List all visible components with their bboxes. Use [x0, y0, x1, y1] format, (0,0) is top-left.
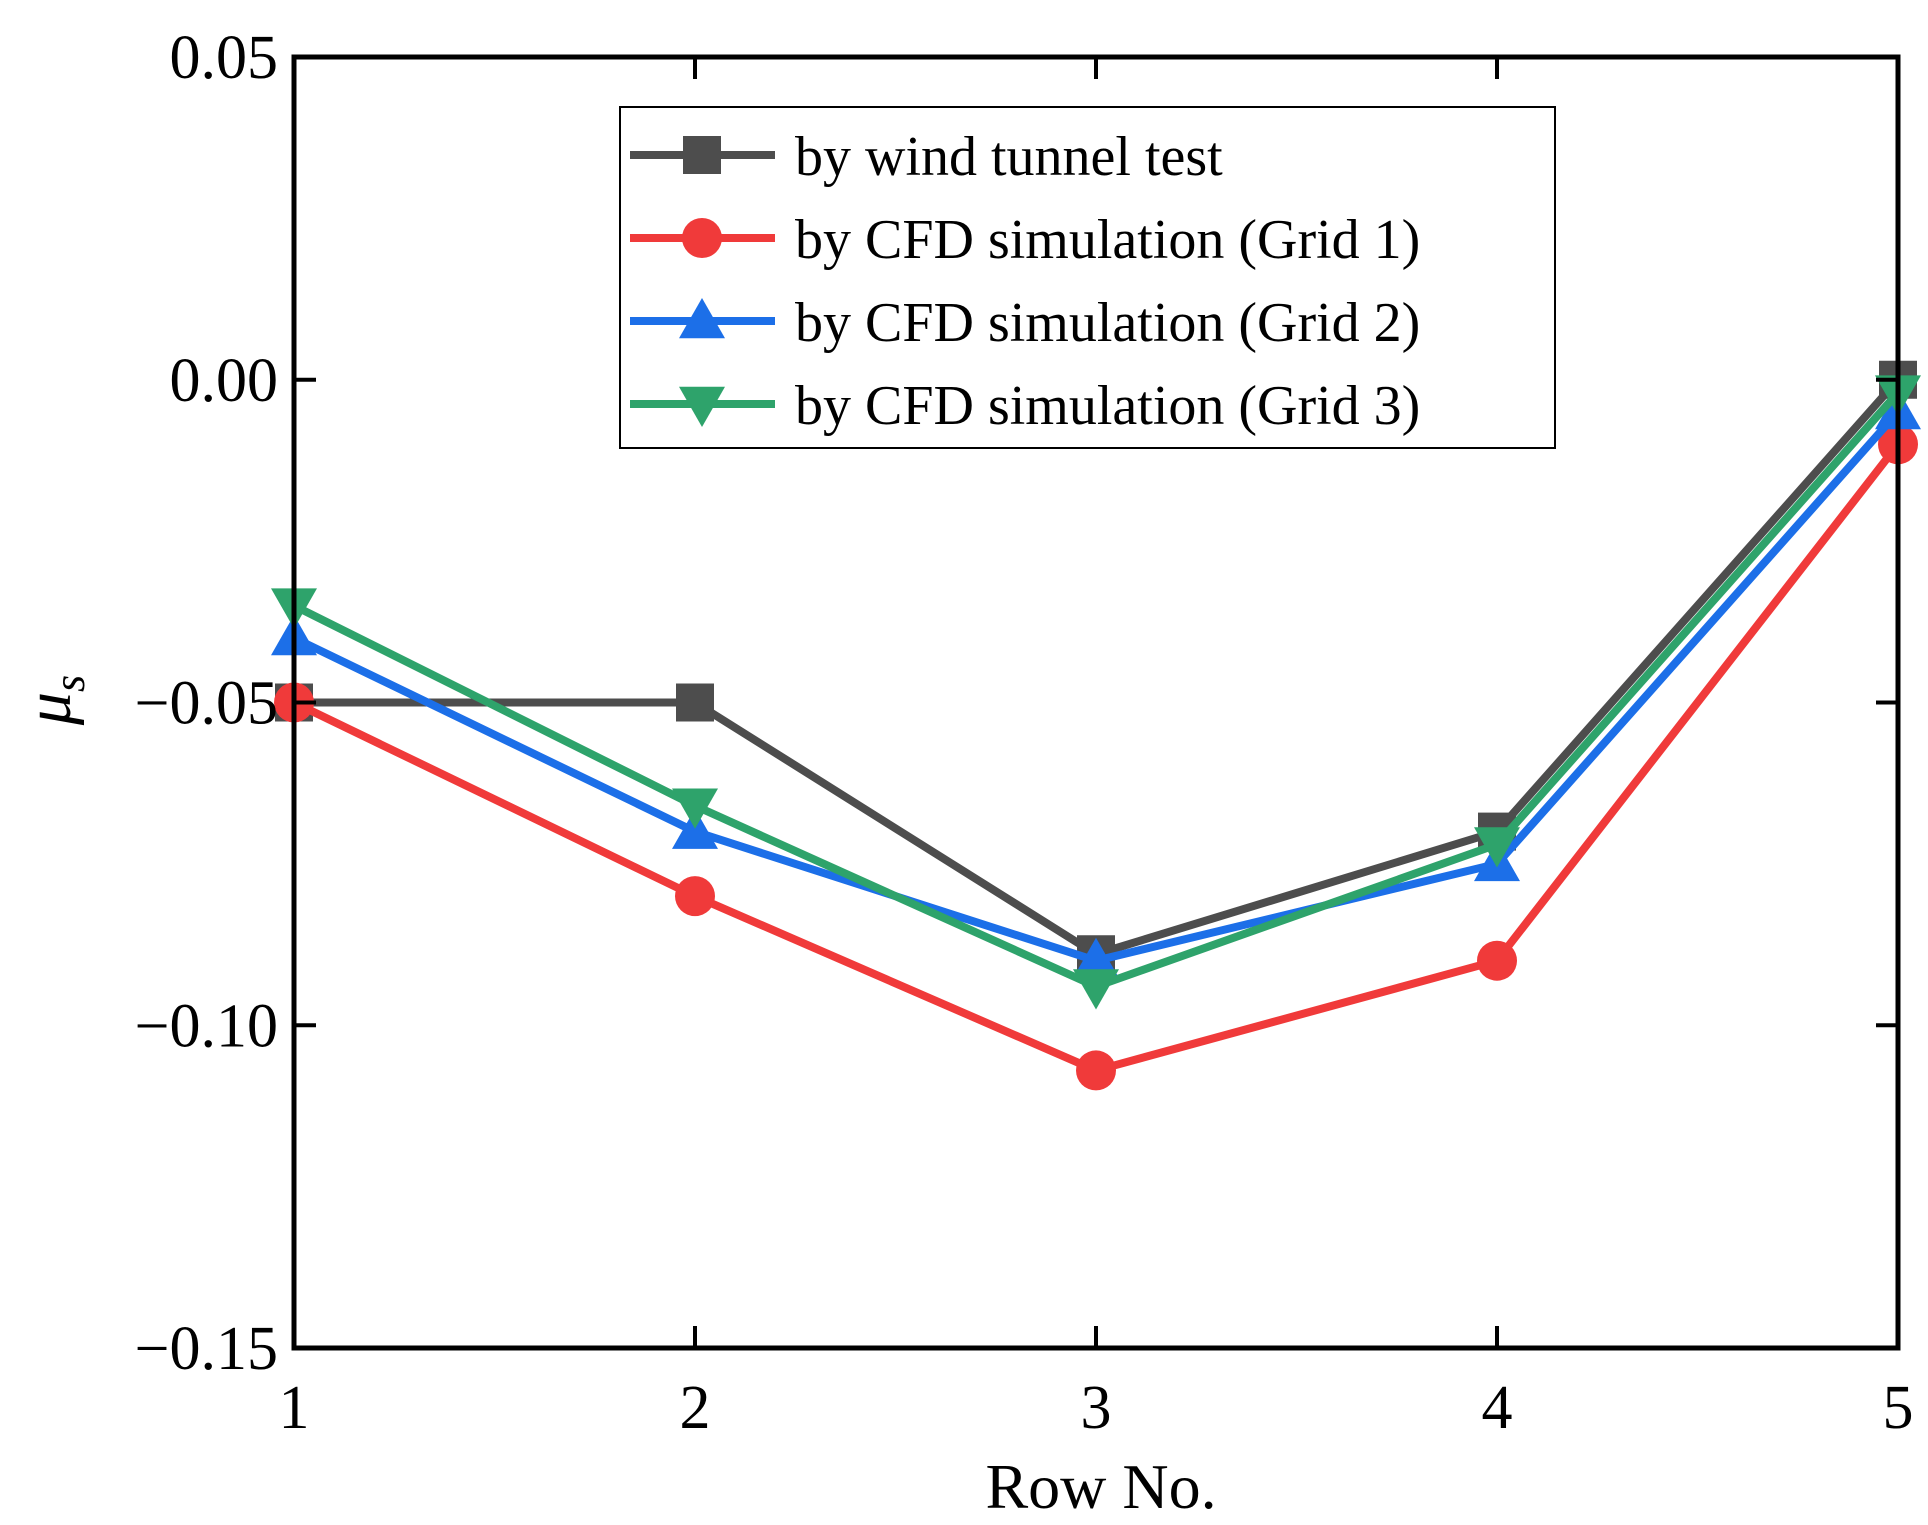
- series-2: [274, 424, 1918, 1091]
- data-point: [675, 876, 715, 917]
- x-tick-label: 3: [1081, 1374, 1112, 1442]
- data-point: [1474, 827, 1520, 868]
- y-tick-label: −0.15: [135, 1315, 278, 1383]
- legend-label: by CFD simulation (Grid 3): [795, 375, 1420, 437]
- y-tick-label: −0.10: [135, 992, 278, 1060]
- legend-label: by wind tunnel test: [795, 126, 1223, 188]
- y-tick-label: −0.05: [135, 670, 278, 738]
- legend-box: [619, 106, 1556, 449]
- data-point: [1076, 1050, 1116, 1091]
- legend-label: by CFD simulation (Grid 2): [795, 292, 1420, 354]
- x-axis-title: Row No.: [985, 1451, 1216, 1522]
- data-point: [1073, 969, 1119, 1010]
- y-axis-title: μs: [12, 675, 94, 726]
- series-4: [271, 375, 1921, 1010]
- plot-area: [271, 360, 1921, 1091]
- axis-ticks: 1 2 3 4 5 −0.15 −0.10 −0.05 0.00 0.05: [135, 24, 1914, 1442]
- legend-item: by CFD simulation (Grid 3): [630, 375, 1420, 437]
- x-tick-label: 2: [680, 1374, 711, 1442]
- data-point: [1477, 940, 1517, 981]
- legend-item: by wind tunnel test: [630, 126, 1223, 188]
- data-point: [1073, 937, 1119, 978]
- y-axis-title-sub: s: [45, 675, 94, 692]
- x-tick-label: 5: [1883, 1374, 1914, 1442]
- legend: by wind tunnel test by CFD simulation (Gr…: [619, 106, 1556, 449]
- legend-marker: [679, 386, 725, 427]
- legend-marker: [683, 136, 721, 174]
- y-tick-label: 0.00: [170, 347, 279, 415]
- legend-item: by CFD simulation (Grid 1): [630, 209, 1420, 271]
- legend-marker: [679, 298, 725, 339]
- series-3: [271, 389, 1921, 978]
- data-point: [672, 788, 718, 829]
- x-tick-label: 4: [1482, 1374, 1513, 1442]
- data-point: [676, 683, 714, 722]
- series-line: [292, 390, 1901, 991]
- legend-item: by CFD simulation (Grid 2): [630, 292, 1420, 354]
- series-line: [292, 409, 1901, 965]
- y-axis-title-main: μ: [12, 692, 85, 726]
- legend-marker: [682, 218, 722, 258]
- legend-label: by CFD simulation (Grid 1): [795, 209, 1420, 271]
- y-tick-label: 0.05: [170, 24, 279, 92]
- x-tick-label: 1: [279, 1374, 310, 1442]
